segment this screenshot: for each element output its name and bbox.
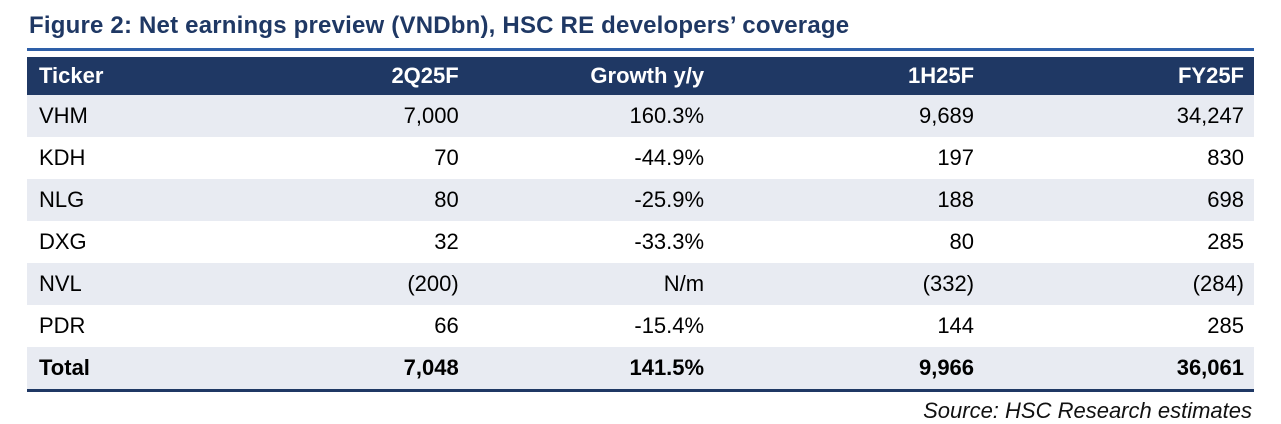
value-cell-2q25f: 66 (434, 313, 459, 338)
value-cell-1h25f: 144 (937, 313, 975, 338)
value-cell-fy25f: 34,247 (1176, 103, 1244, 128)
ticker-cell: NLG (39, 187, 85, 212)
value-cell-1h25f: (332) (922, 271, 975, 296)
ticker-cell: Total (39, 355, 90, 380)
value-cell-2q25f: 7,000 (403, 103, 459, 128)
figure-title: Figure 2: Net earnings preview (VNDbn), … (29, 12, 850, 39)
title-divider (27, 48, 1254, 51)
figure-container: Figure 2: Net earnings preview (VNDbn), … (27, 12, 1254, 423)
earnings-table: Ticker 2Q25F Growth y/y 1H25F FY25F VHM … (27, 57, 1254, 392)
value-cell-2q25f: 80 (434, 187, 459, 212)
value-cell-growth: -15.4% (634, 313, 705, 338)
ticker-cell: VHM (39, 103, 88, 128)
value-cell-growth: -33.3% (634, 229, 705, 254)
table-row-vhm: VHM 7,000 160.3% 9,689 34,247 (27, 95, 1254, 137)
value-cell-growth: -25.9% (634, 187, 705, 212)
value-cell-growth: 160.3% (629, 103, 705, 128)
value-cell-fy25f: 830 (1207, 145, 1244, 170)
ticker-cell: KDH (39, 145, 86, 170)
value-cell-2q25f: 70 (434, 145, 459, 170)
table-row-dxg: DXG 32 -33.3% 80 285 (27, 221, 1254, 263)
value-cell-fy25f: 285 (1207, 229, 1244, 254)
table-row-nvl: NVL (200) N/m (332) (284) (27, 263, 1254, 305)
value-cell-1h25f: 80 (949, 229, 975, 254)
table-row-nlg: NLG 80 -25.9% 188 698 (27, 179, 1254, 221)
value-cell-2q25f: (200) (407, 271, 459, 296)
value-cell-1h25f: 9,966 (918, 355, 975, 380)
ticker-cell: PDR (39, 313, 86, 338)
column-header-1h25f: 1H25F (714, 57, 985, 95)
value-cell-1h25f: 188 (937, 187, 975, 212)
value-cell-fy25f: (284) (1192, 271, 1244, 296)
value-cell-growth: -44.9% (634, 145, 705, 170)
value-cell-fy25f: 36,061 (1176, 355, 1244, 380)
value-cell-2q25f: 32 (434, 229, 459, 254)
value-cell-1h25f: 197 (937, 145, 975, 170)
value-cell-1h25f: 9,689 (918, 103, 975, 128)
value-cell-growth: 141.5% (629, 355, 705, 380)
table-row-total: Total 7,048 141.5% 9,966 36,061 (27, 347, 1254, 391)
value-cell-fy25f: 285 (1207, 313, 1244, 338)
column-header-fy25f: FY25F (984, 57, 1254, 95)
ticker-cell: DXG (39, 229, 87, 254)
column-header-growth: Growth y/y (468, 57, 715, 95)
ticker-cell: NVL (39, 271, 82, 296)
value-cell-growth: N/m (663, 271, 705, 296)
table-row-pdr: PDR 66 -15.4% 144 285 (27, 305, 1254, 347)
value-cell-fy25f: 698 (1207, 187, 1244, 212)
header-row: Ticker 2Q25F Growth y/y 1H25F FY25F (27, 57, 1254, 95)
source-note: Source: HSC Research estimates (923, 398, 1252, 423)
column-header-2q25f: 2Q25F (186, 57, 469, 95)
value-cell-2q25f: 7,048 (403, 355, 459, 380)
column-header-ticker: Ticker (27, 57, 187, 95)
table-row-kdh: KDH 70 -44.9% 197 830 (27, 137, 1254, 179)
